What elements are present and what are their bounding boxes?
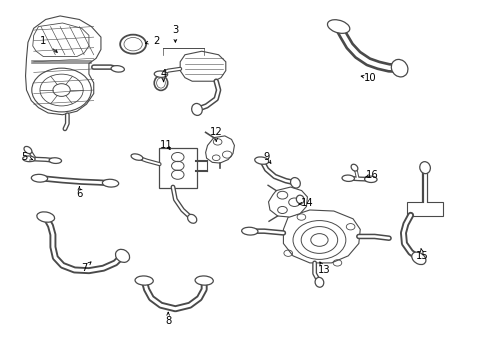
Text: 2: 2 (153, 36, 159, 46)
Ellipse shape (188, 214, 197, 223)
Ellipse shape (327, 20, 350, 33)
Text: 15: 15 (416, 251, 429, 261)
Ellipse shape (255, 157, 269, 164)
Ellipse shape (111, 66, 124, 72)
Text: 3: 3 (172, 25, 178, 35)
Text: 9: 9 (264, 152, 270, 162)
FancyBboxPatch shape (159, 148, 197, 188)
Text: 12: 12 (210, 127, 222, 138)
Text: 10: 10 (364, 73, 376, 83)
Ellipse shape (351, 164, 358, 171)
Text: 5: 5 (21, 152, 27, 162)
Ellipse shape (23, 156, 35, 162)
Text: 4: 4 (160, 69, 167, 79)
Ellipse shape (24, 147, 32, 154)
Ellipse shape (392, 59, 408, 77)
Polygon shape (269, 187, 307, 217)
Text: 16: 16 (366, 170, 379, 180)
Ellipse shape (31, 174, 48, 182)
Ellipse shape (116, 249, 129, 262)
Ellipse shape (315, 278, 324, 287)
Ellipse shape (102, 179, 119, 187)
Ellipse shape (49, 158, 62, 163)
Text: 13: 13 (318, 265, 331, 275)
Text: 14: 14 (301, 198, 314, 208)
Ellipse shape (131, 154, 143, 160)
Ellipse shape (296, 195, 304, 204)
Ellipse shape (242, 227, 258, 235)
Ellipse shape (420, 162, 430, 174)
Text: 8: 8 (165, 316, 172, 326)
Text: 11: 11 (159, 140, 172, 150)
Ellipse shape (412, 252, 426, 265)
Text: 6: 6 (76, 189, 82, 199)
FancyBboxPatch shape (407, 202, 443, 216)
Ellipse shape (365, 176, 377, 183)
Ellipse shape (135, 276, 153, 285)
Ellipse shape (154, 71, 168, 77)
Polygon shape (206, 136, 234, 163)
Ellipse shape (192, 103, 202, 116)
Ellipse shape (37, 212, 54, 222)
Text: 7: 7 (81, 263, 87, 273)
Ellipse shape (342, 175, 354, 181)
Ellipse shape (291, 177, 300, 188)
Ellipse shape (195, 276, 213, 285)
Text: 1: 1 (40, 36, 47, 46)
